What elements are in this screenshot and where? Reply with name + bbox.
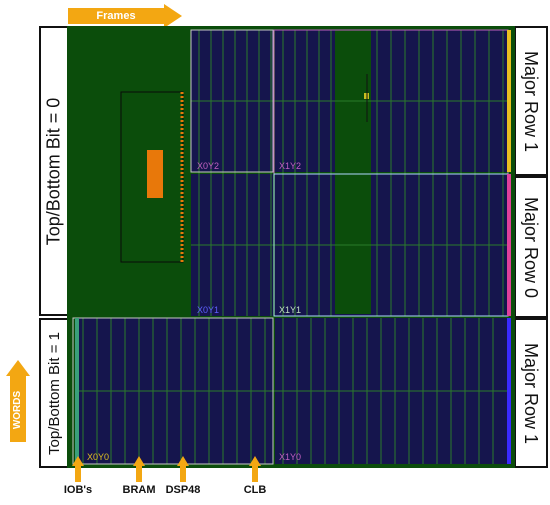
region-outline-x0y2 bbox=[190, 29, 274, 173]
top-bottom-bit-0-text: Top/Bottom Bit = 0 bbox=[43, 97, 64, 245]
iobs-marker: IOB's bbox=[48, 456, 108, 501]
region-label-x0y0: X0Y0 bbox=[87, 452, 109, 462]
fabric-column-lines bbox=[75, 30, 507, 464]
major-row-label-middle-text: Major Row 0 bbox=[521, 196, 542, 298]
major-row-label-top-text: Major Row 1 bbox=[521, 50, 542, 152]
words-arrow: WORDS bbox=[6, 360, 30, 442]
frames-arrow: Frames bbox=[68, 4, 182, 28]
region-label-x0y1: X0Y1 bbox=[197, 305, 219, 315]
major-row-label-bottom: Major Row 1 bbox=[514, 318, 548, 468]
top-bottom-bit-1-label: Top/Bottom Bit = 1 bbox=[39, 318, 69, 468]
dsp48-label: DSP48 bbox=[165, 484, 201, 496]
top-bottom-bit-0-label: Top/Bottom Bit = 0 bbox=[39, 26, 69, 316]
bram-label: BRAM bbox=[122, 484, 156, 496]
region-label-x1y2: X1Y2 bbox=[279, 161, 301, 171]
major-row-label-bottom-text: Major Row 1 bbox=[521, 342, 542, 444]
region-label-x1y1: X1Y1 bbox=[279, 305, 301, 315]
pblock-placed-logic bbox=[147, 150, 163, 198]
clb-marker: CLB bbox=[225, 456, 285, 501]
top-bottom-bit-1-text: Top/Bottom Bit = 1 bbox=[45, 331, 63, 455]
row-strip-top bbox=[507, 30, 511, 172]
major-row-label-middle: Major Row 0 bbox=[514, 176, 548, 318]
dsp48-marker: DSP48 bbox=[153, 456, 213, 501]
device-floorplan: X0Y2 X1Y2 X0Y1 X1Y1 X0Y0 X1Y0 bbox=[67, 26, 515, 468]
region-label-x1y0: X1Y0 bbox=[279, 452, 301, 462]
region-label-x0y2: X0Y2 bbox=[197, 161, 219, 171]
row-strip-bottom bbox=[507, 318, 511, 464]
region-outline-x0y0 bbox=[72, 317, 274, 465]
row-strip-middle bbox=[507, 174, 511, 316]
words-arrow-label: WORDS bbox=[12, 390, 23, 430]
frames-arrow-label: Frames bbox=[96, 10, 136, 22]
major-row-label-top: Major Row 1 bbox=[514, 26, 548, 176]
clb-label: CLB bbox=[243, 484, 267, 496]
iob-column bbox=[75, 318, 79, 464]
bram-marker: BRAM bbox=[109, 456, 169, 501]
iobs-label: IOB's bbox=[63, 484, 93, 496]
